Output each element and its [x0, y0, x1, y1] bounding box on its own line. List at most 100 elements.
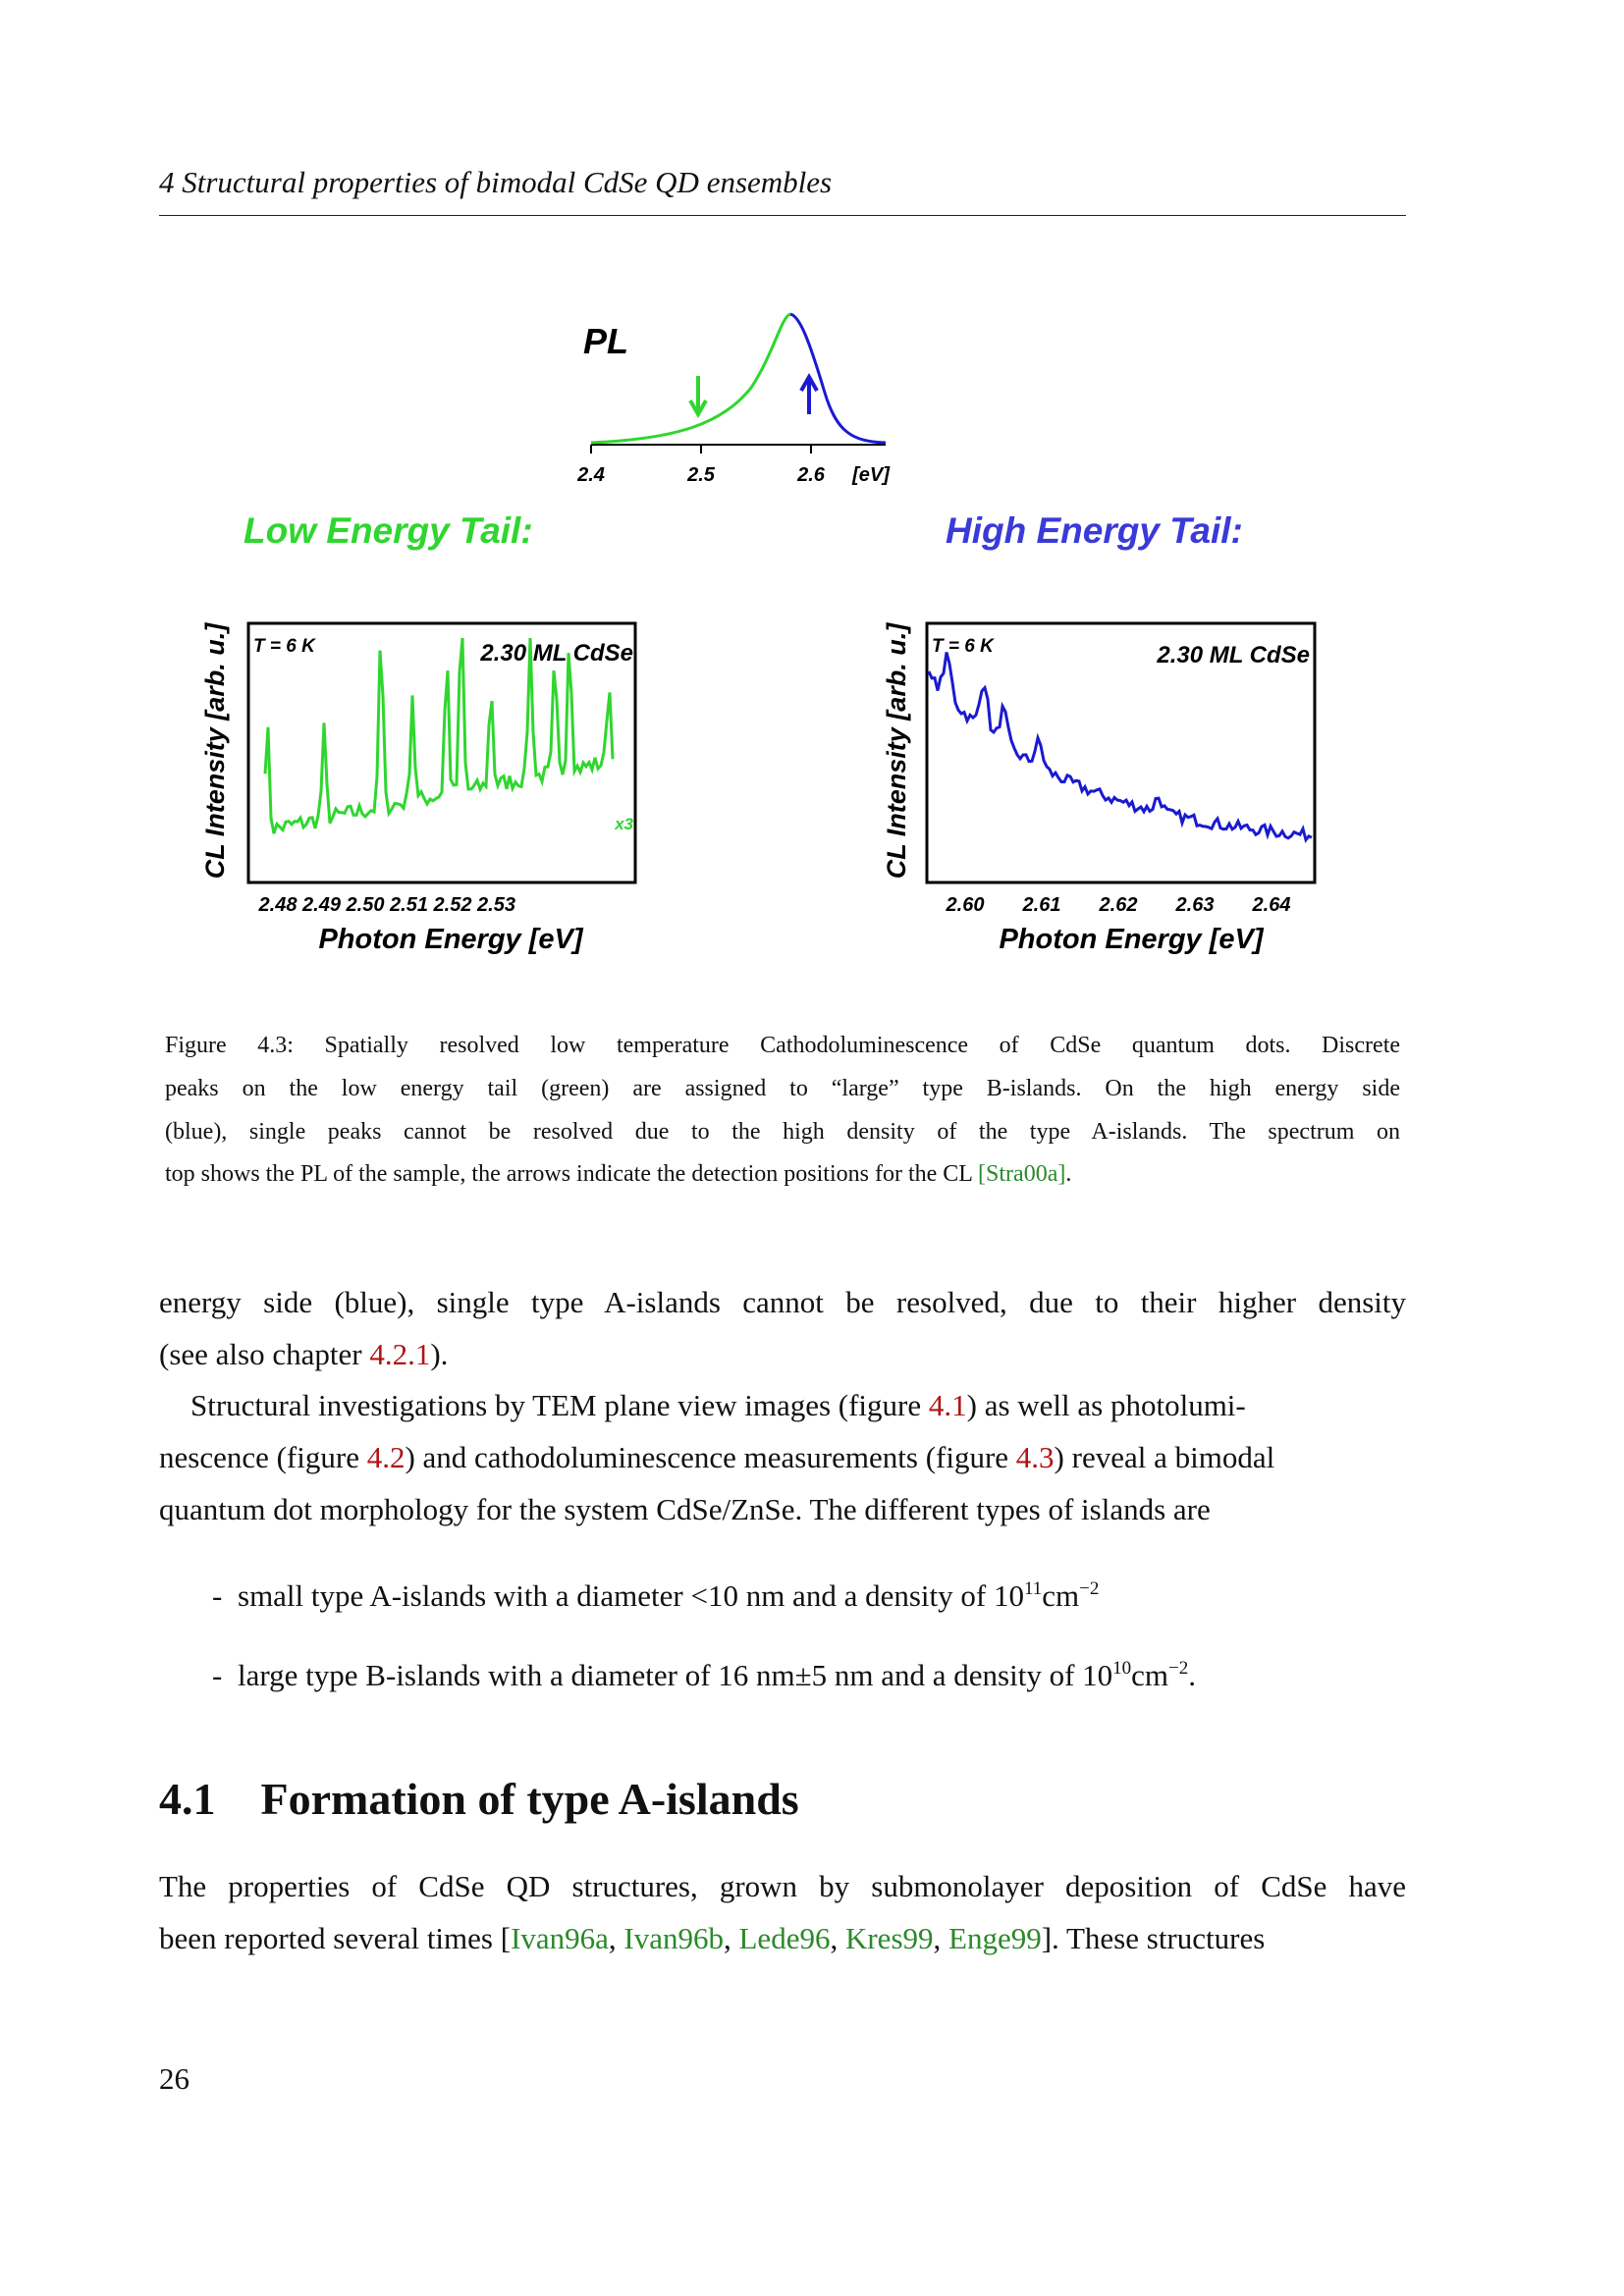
- caption-label: Figure 4.3:: [165, 1033, 294, 1058]
- x-axis-label: Photon Energy [eV]: [318, 924, 583, 955]
- pl-tick-label: 2.5: [686, 464, 716, 486]
- text: ,: [830, 1921, 845, 1955]
- text-line: been reported several times [Ivan96a, Iv…: [159, 1921, 1406, 1956]
- caption-line: Figure 4.3: Spatially resolved low tempe…: [165, 1033, 1400, 1059]
- x-tick-label: 2.52: [433, 894, 472, 916]
- y-axis-label: CL Intensity [arb. u.]: [200, 622, 230, 880]
- list-marker: -: [212, 1658, 223, 1692]
- text: ).: [430, 1337, 449, 1371]
- x-tick-label: 2.50: [346, 894, 385, 916]
- caption-text: peaks on the low energy tail (green) are…: [165, 1076, 1400, 1101]
- text: quantum dot morphology for the system Cd…: [159, 1492, 1211, 1526]
- text: energy side (blue), single type A-island…: [159, 1285, 1406, 1319]
- section-number: 4.1: [159, 1774, 216, 1824]
- left-frame: [246, 621, 637, 884]
- text: nescence (figure: [159, 1440, 367, 1474]
- caption-line: top shows the PL of the sample, the arro…: [165, 1161, 1400, 1188]
- panel-title: Low Energy Tail:: [244, 510, 533, 551]
- text: been reported several times [: [159, 1921, 512, 1955]
- caption-text: .: [1065, 1161, 1072, 1187]
- x-tick-label: 2.60: [946, 894, 985, 916]
- low-arrow: [688, 376, 708, 419]
- text: Structural investigations by TEM plane v…: [190, 1388, 929, 1422]
- text: ) as well as photolumi-: [966, 1388, 1246, 1422]
- pl-curve-low: [590, 312, 791, 445]
- x-tick-label: 2.53: [476, 894, 515, 916]
- list-item: large type B-islands with a diameter of …: [238, 1658, 1196, 1693]
- x-tick-label: 2.51: [389, 894, 428, 916]
- pl-tick-label: 2.4: [576, 464, 605, 486]
- caption-text: top shows the PL of the sample, the arro…: [165, 1161, 979, 1187]
- text-line: energy side (blue), single type A-island…: [159, 1285, 1406, 1320]
- citation[interactable]: Enge99: [948, 1921, 1042, 1955]
- superscript: −2: [1079, 1578, 1100, 1599]
- text: ) reveal a bimodal: [1054, 1440, 1275, 1474]
- text-line: The properties of CdSe QD structures, gr…: [159, 1869, 1406, 1904]
- text: (see also chapter: [159, 1337, 370, 1371]
- text: ]. These structures: [1041, 1921, 1266, 1955]
- text-line: Structural investigations by TEM plane v…: [190, 1388, 1406, 1423]
- text: ,: [724, 1921, 739, 1955]
- text: ) and cathodoluminescence measurements (…: [405, 1440, 1016, 1474]
- text: .: [1188, 1658, 1196, 1692]
- cl-spectrum-high: [927, 652, 1313, 843]
- list-marker: -: [212, 1578, 223, 1613]
- citation[interactable]: Lede96: [738, 1921, 831, 1955]
- pl-tick-label: 2.6: [796, 464, 826, 486]
- text: large type B-islands with a diameter of …: [238, 1658, 1113, 1692]
- citation[interactable]: [Stra00a]: [978, 1161, 1066, 1187]
- header-rule: [159, 215, 1406, 216]
- text: ,: [933, 1921, 949, 1955]
- list-item: small type A-islands with a diameter <10…: [238, 1578, 1099, 1614]
- citation[interactable]: Ivan96a: [511, 1921, 609, 1955]
- figure: PL 2.4 2.5 2.6 [eV] Low Energy Tail: Hig…: [200, 312, 1317, 955]
- x-tick-label: 2.61: [1022, 894, 1061, 916]
- panel-title: High Energy Tail:: [946, 510, 1243, 551]
- citation[interactable]: Ivan96b: [623, 1921, 724, 1955]
- text: cm: [1131, 1658, 1169, 1692]
- text-line: nescence (figure 4.2) and cathodolumines…: [159, 1440, 1406, 1475]
- pl-curve-high: [789, 312, 887, 445]
- cl-spectrum-low: [263, 637, 615, 834]
- y-axis-label: CL Intensity [arb. u.]: [882, 622, 911, 880]
- section-heading: 4.1 Formation of type A-islands: [159, 1773, 799, 1825]
- cross-reference[interactable]: 4.3: [1015, 1440, 1055, 1474]
- temperature: T = 6 K: [932, 636, 995, 657]
- x-tick-label: 2.64: [1252, 894, 1291, 916]
- section-title: Formation of type A-islands: [260, 1774, 799, 1824]
- superscript: 11: [1023, 1578, 1043, 1599]
- cross-reference[interactable]: 4.2.1: [369, 1337, 431, 1371]
- pl-ticks: [590, 445, 812, 454]
- cross-reference[interactable]: 4.2: [366, 1440, 406, 1474]
- text: small type A-islands with a diameter <10…: [238, 1578, 1024, 1613]
- high-arrow: [799, 372, 819, 414]
- text-line: quantum dot morphology for the system Cd…: [159, 1492, 1406, 1527]
- pl-label: PL: [583, 321, 628, 361]
- x-tick-label: 2.62: [1099, 894, 1138, 916]
- caption-text: Spatially resolved low temperature Catho…: [324, 1033, 1401, 1058]
- page-number: 26: [159, 2061, 189, 2096]
- caption-text: (blue), single peaks cannot be resolved …: [165, 1119, 1400, 1145]
- running-title: 4 Structural properties of bimodal CdSe …: [159, 165, 833, 199]
- x-tick-label: 2.63: [1175, 894, 1215, 916]
- sample: 2.30 ML CdSe: [479, 640, 633, 667]
- text-line: (see also chapter 4.2.1).: [159, 1337, 1406, 1372]
- scale-factor: x3: [614, 815, 633, 833]
- citation[interactable]: Kres99: [844, 1921, 934, 1955]
- superscript: −2: [1168, 1658, 1189, 1679]
- sample: 2.30 ML CdSe: [1156, 642, 1310, 668]
- superscript: 10: [1112, 1658, 1132, 1679]
- caption-line: peaks on the low energy tail (green) are…: [165, 1076, 1400, 1102]
- temperature: T = 6 K: [253, 636, 316, 657]
- text: ,: [608, 1921, 624, 1955]
- text: cm: [1042, 1578, 1080, 1613]
- right-frame: [925, 621, 1317, 884]
- caption-line: (blue), single peaks cannot be resolved …: [165, 1119, 1400, 1146]
- x-axis-label: Photon Energy [eV]: [999, 924, 1264, 955]
- pl-unit: [eV]: [851, 464, 891, 486]
- text: The properties of CdSe QD structures, gr…: [159, 1869, 1406, 1903]
- x-tick-label: 2.49: [301, 894, 342, 916]
- x-tick-label: 2.48: [258, 894, 298, 916]
- cross-reference[interactable]: 4.1: [928, 1388, 967, 1422]
